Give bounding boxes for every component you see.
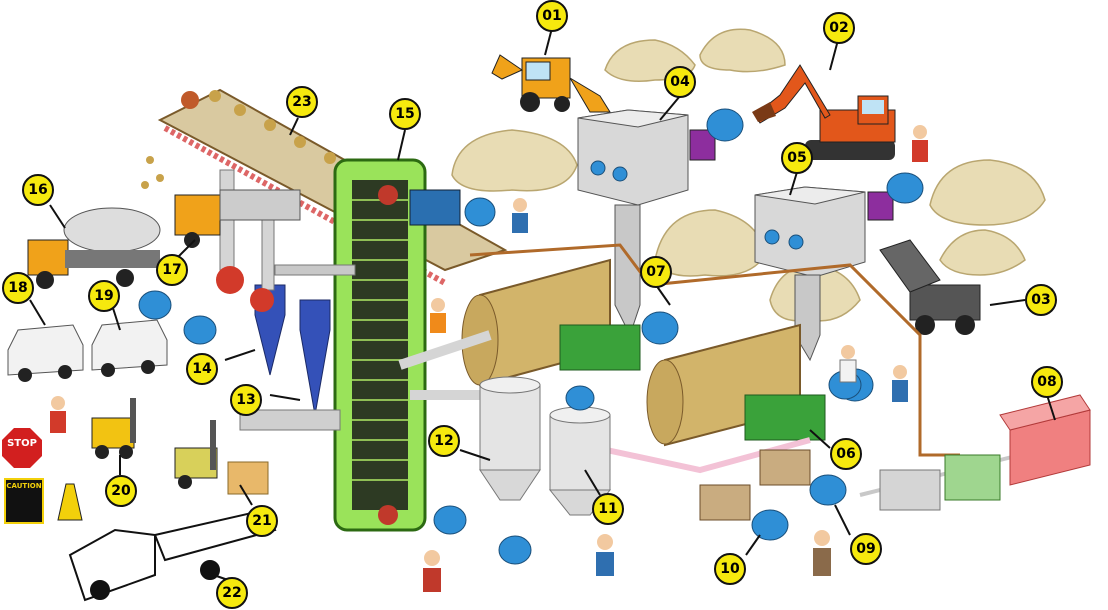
callout-14: 14	[186, 353, 218, 385]
worker-figure	[839, 345, 857, 383]
callout-10: 10	[714, 553, 746, 585]
leader-lines	[29, 27, 1056, 581]
worker-figure	[596, 534, 614, 576]
backhoe-loader	[491, 54, 611, 113]
callout-17: 17	[156, 254, 188, 286]
truck-17	[174, 189, 301, 248]
callout-09: 09	[850, 533, 882, 565]
workers	[50, 125, 928, 592]
stone-pile	[654, 209, 766, 277]
worker-figure	[912, 125, 928, 162]
callout-05: 05	[781, 142, 813, 174]
callout-19: 19	[88, 280, 120, 312]
vibrating-feeder-03	[879, 239, 981, 335]
callout-03: 03	[1025, 284, 1057, 316]
slurry-tank-08	[879, 394, 1091, 511]
callout-23: 23	[286, 86, 318, 118]
callout-07: 07	[640, 256, 672, 288]
worker-figure	[813, 530, 831, 576]
callout-08: 08	[1031, 366, 1063, 398]
callout-12: 12	[428, 425, 460, 457]
callout-15: 15	[389, 98, 421, 130]
worker-figure	[423, 550, 441, 592]
callout-13: 13	[230, 384, 262, 416]
worker-figure	[512, 198, 528, 233]
callout-04: 04	[664, 66, 696, 98]
stone-pile	[929, 159, 1046, 226]
motors	[138, 290, 862, 565]
pump-09	[759, 449, 847, 506]
van-18	[7, 324, 84, 382]
feed-hopper-04	[577, 108, 744, 337]
caution-sign: CAUTION	[4, 478, 44, 524]
callout-11: 11	[592, 493, 624, 525]
forklift-21	[174, 420, 269, 495]
callout-21: 21	[246, 505, 278, 537]
silo-12	[479, 376, 541, 501]
feed-hopper-05	[754, 172, 924, 362]
callout-06: 06	[830, 438, 862, 470]
forklift-20	[91, 398, 136, 459]
van-19	[91, 319, 168, 377]
silo-11	[548, 385, 612, 516]
mixer-truck-16	[27, 207, 161, 289]
callout-16: 16	[22, 174, 54, 206]
stone-pile	[939, 229, 1026, 276]
bucket-elevator-15	[333, 158, 496, 532]
callout-01: 01	[536, 0, 568, 32]
excavator	[752, 64, 896, 160]
worker-figure	[50, 396, 66, 433]
wet-floor-sign-icon	[57, 483, 83, 521]
worker-figure	[892, 365, 908, 402]
belt-conveyor-23	[141, 88, 508, 286]
pump-10	[699, 484, 789, 541]
callout-18: 18	[2, 272, 34, 304]
stone-pile	[451, 129, 578, 192]
stop-sign: STOP	[2, 428, 42, 468]
callout-22: 22	[216, 577, 248, 609]
callout-20: 20	[105, 475, 137, 507]
stone-pile	[699, 28, 786, 73]
callout-02: 02	[823, 12, 855, 44]
worker-figure	[430, 298, 446, 333]
